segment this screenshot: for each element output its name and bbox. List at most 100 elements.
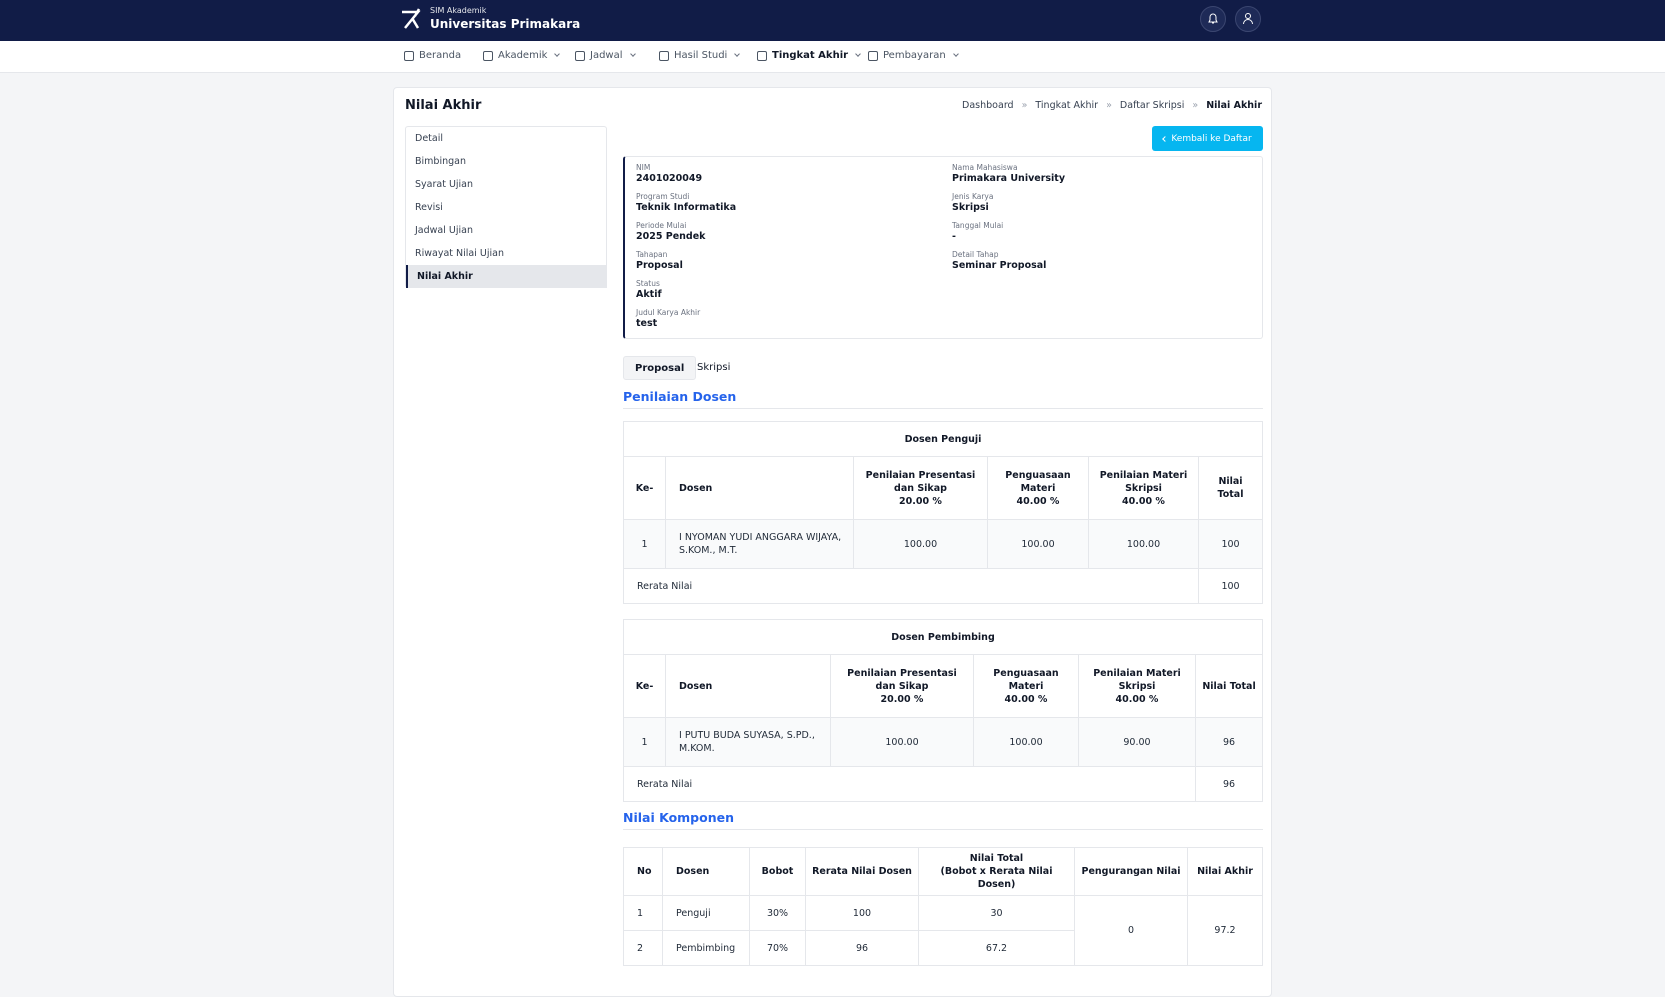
sidebar-item[interactable]: Syarat Ujian bbox=[415, 179, 474, 190]
tab[interactable]: Skripsi bbox=[697, 362, 731, 373]
sidebar-item[interactable]: Nilai Akhir bbox=[406, 265, 607, 288]
info-label: Detail Tahap bbox=[952, 250, 999, 259]
back-button[interactable]: Kembali ke Daftar bbox=[1152, 126, 1263, 151]
cell: I PUTU BUDA SUYASA, S.PD., M.KOM. bbox=[665, 717, 831, 767]
sidebar-item[interactable]: Detail bbox=[415, 133, 443, 144]
header-name: Rerata Nilai Dosen bbox=[812, 866, 912, 877]
component-table: No Dosen Bobot Rerata Nilai Dosen Nilai Tota… bbox=[623, 847, 1263, 966]
header-name: Penilaian Materi Skripsi bbox=[1093, 667, 1181, 692]
profile-button[interactable] bbox=[1235, 6, 1261, 32]
average-row: Rerata Nilai 100 bbox=[623, 568, 1264, 604]
nav-item[interactable]: Pembayaran bbox=[868, 50, 959, 61]
column-header: Penilaian Materi Skripsi 40.00 % bbox=[1078, 654, 1196, 718]
cell: 96 bbox=[1194, 717, 1264, 767]
nav-bar: Beranda Akademik Jadwal Hasil Studi Tingkat … bbox=[0, 41, 1665, 73]
info-label: Status bbox=[636, 279, 660, 288]
header-name: Nilai Akhir bbox=[1197, 866, 1253, 877]
average-row: Rerata Nilai 96 bbox=[623, 766, 1264, 802]
cell: 90.00 bbox=[1078, 717, 1196, 767]
breadcrumb-item[interactable]: Dashboard bbox=[962, 100, 1014, 111]
app-title: Universitas Primakara bbox=[430, 17, 581, 31]
nav-icon bbox=[868, 50, 878, 61]
column-header: Ke- bbox=[623, 456, 666, 520]
header-weight: 40.00 % bbox=[1016, 495, 1060, 507]
header-weight: (Bobot x Rerata Nilai Dosen) bbox=[940, 866, 1053, 890]
column-header: Nilai Total bbox=[1194, 654, 1264, 718]
breadcrumb-item: Nilai Akhir bbox=[1206, 100, 1262, 111]
section-rule bbox=[623, 408, 1263, 409]
column-header: Dosen bbox=[662, 847, 750, 896]
nav-item[interactable]: Beranda bbox=[404, 50, 461, 61]
data-row: 1 Penguji 30% 100 30 0 97.2 bbox=[623, 895, 1263, 966]
page-title: Nilai Akhir bbox=[405, 98, 482, 113]
notification-button[interactable] bbox=[1200, 6, 1226, 32]
user-icon bbox=[1243, 13, 1253, 25]
nav-icon bbox=[404, 50, 414, 61]
sidebar-item[interactable]: Jadwal Ujian bbox=[415, 225, 473, 236]
cell: 1 bbox=[623, 895, 663, 931]
app-subtitle: SIM Akademik bbox=[430, 6, 487, 15]
back-label: Kembali ke Daftar bbox=[1171, 133, 1252, 144]
cell: 1 bbox=[623, 717, 666, 767]
column-header: Nilai Total bbox=[1197, 456, 1264, 520]
breadcrumb-separator: » bbox=[1106, 100, 1112, 111]
column-header: No bbox=[623, 847, 663, 896]
table-title-row: Dosen Pembimbing bbox=[622, 619, 1264, 655]
header-weight: 20.00 % bbox=[899, 495, 942, 507]
content-card: Nilai Akhir Dashboard » Tingkat Akhir » Dafta… bbox=[393, 87, 1272, 997]
tab[interactable]: Proposal bbox=[623, 356, 697, 380]
header-name: Penguasaan Materi bbox=[993, 667, 1059, 692]
column-header: Bobot bbox=[749, 847, 806, 896]
info-label: Periode Mulai bbox=[636, 221, 687, 230]
nav-item[interactable]: Akademik bbox=[483, 50, 561, 61]
cell: 100.00 bbox=[830, 717, 974, 767]
info-value: Seminar Proposal bbox=[952, 260, 1047, 271]
header-name: Bobot bbox=[761, 866, 794, 877]
info-value: test bbox=[636, 318, 658, 329]
nav-item[interactable]: Hasil Studi bbox=[659, 50, 741, 61]
info-label: NIM bbox=[636, 163, 651, 172]
column-header: Penguasaan Materi 40.00 % bbox=[987, 456, 1089, 520]
table-title: Dosen Penguji bbox=[622, 421, 1264, 457]
chevron bbox=[734, 51, 741, 57]
score-table: Dosen Pembimbing Ke- Dosen Penilaian Presen… bbox=[622, 619, 1264, 802]
info-value: Skripsi bbox=[952, 202, 989, 213]
pengurangan-cell: 0 bbox=[1074, 895, 1188, 966]
header-row: No Dosen Bobot Rerata Nilai Dosen Nilai Tota… bbox=[623, 847, 1263, 896]
breadcrumb: Dashboard » Tingkat Akhir » Daftar Skripsi » N… bbox=[962, 100, 1262, 111]
cell: 30% bbox=[749, 895, 806, 931]
nav-label: Jadwal bbox=[590, 50, 623, 61]
nav-item[interactable]: Jadwal bbox=[575, 50, 636, 61]
section-rule bbox=[623, 829, 1263, 830]
nav-item[interactable]: Tingkat Akhir bbox=[757, 50, 861, 61]
info-field: Jenis Karya Skripsi bbox=[952, 192, 993, 213]
column-header: Ke- bbox=[623, 654, 666, 718]
sidebar-item[interactable]: Riwayat Nilai Ujian bbox=[415, 248, 504, 259]
cell: 96 bbox=[805, 930, 919, 966]
nav-icon bbox=[575, 50, 585, 61]
header-name: Penilaian Presentasi dan Sikap bbox=[847, 667, 957, 692]
breadcrumb-item[interactable]: Tingkat Akhir bbox=[1035, 100, 1099, 111]
cell: 100.00 bbox=[853, 519, 988, 569]
info-box: NIM 2401020049 Program Studi Teknik Informa… bbox=[623, 156, 1263, 339]
info-value: Aktif bbox=[636, 289, 662, 300]
info-field: NIM 2401020049 bbox=[636, 163, 702, 184]
header-name: Penilaian Materi Skripsi bbox=[1099, 469, 1188, 494]
sidebar-item[interactable]: Revisi bbox=[415, 202, 443, 213]
section-title: Penilaian Dosen bbox=[623, 389, 737, 404]
cell: I NYOMAN YUDI ANGGARA WIJAYA, S.KOM., M.… bbox=[665, 519, 854, 569]
breadcrumb-item[interactable]: Daftar Skripsi bbox=[1119, 100, 1185, 111]
sidebar-item[interactable]: Bimbingan bbox=[415, 156, 466, 167]
cell: 2 bbox=[623, 930, 663, 966]
header-name: Ke- bbox=[635, 482, 654, 494]
cell: 67.2 bbox=[918, 930, 1075, 966]
header-weight: 40.00 % bbox=[1115, 693, 1159, 705]
header-name: Dosen bbox=[679, 482, 713, 494]
column-header: Penilaian Presentasi dan Sikap 20.00 % bbox=[830, 654, 974, 718]
info-field: Judul Karya Akhir test bbox=[636, 308, 700, 329]
table-title: Dosen Pembimbing bbox=[622, 619, 1264, 655]
header-name: Pengurangan Nilai bbox=[1081, 866, 1181, 877]
header-name: Penilaian Presentasi dan Sikap bbox=[865, 469, 976, 494]
